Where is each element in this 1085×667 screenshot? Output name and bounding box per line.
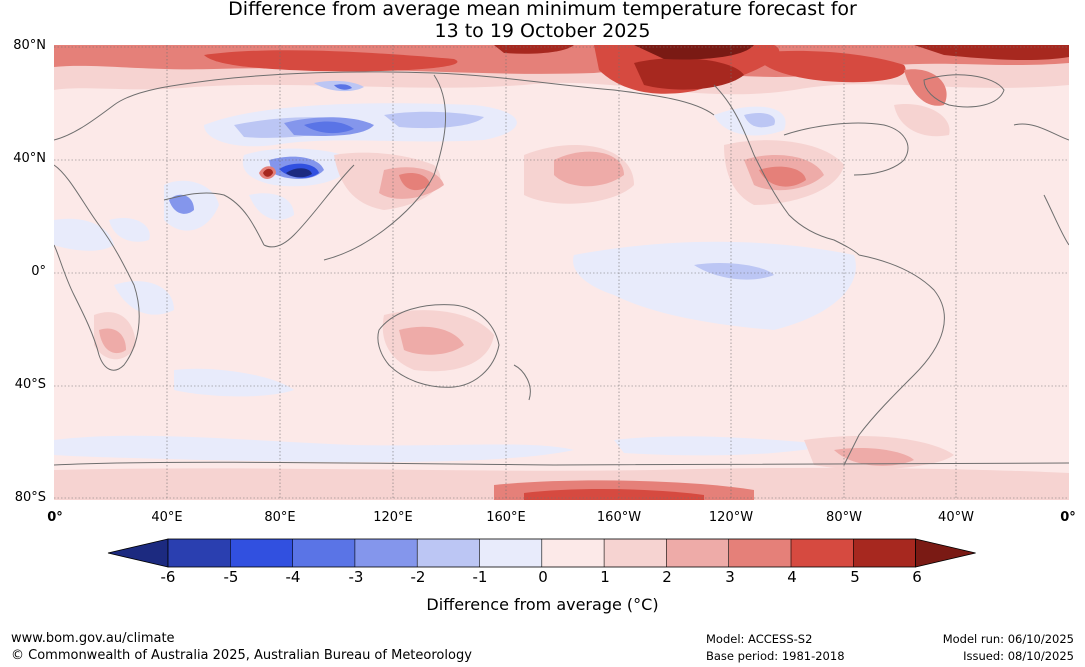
lat-label-40s: 40°S bbox=[14, 377, 46, 392]
colorbar-tick: 0 bbox=[538, 568, 548, 586]
colorbar-label: Difference from average (°C) bbox=[426, 595, 659, 614]
colorbar-tick: -2 bbox=[410, 568, 426, 586]
colorbar-tick: 3 bbox=[725, 568, 735, 586]
lat-label-equator: 0° bbox=[31, 264, 46, 279]
graticule bbox=[54, 45, 1069, 500]
lon-label-0-west: 0° bbox=[47, 510, 63, 525]
colorbar-tick: -5 bbox=[223, 568, 239, 586]
colorbar-cell bbox=[666, 539, 730, 567]
footer-model: Model: ACCESS-S2 bbox=[706, 632, 813, 646]
colorbar-cell bbox=[728, 539, 792, 567]
coastlines bbox=[54, 71, 1069, 466]
lat-label-80n: 80°N bbox=[13, 38, 46, 53]
colorbar-tick: 5 bbox=[850, 568, 860, 586]
lon-label-40e: 40°E bbox=[151, 510, 183, 525]
colorbar-tick: -1 bbox=[472, 568, 488, 586]
colorbar-cell bbox=[791, 539, 854, 567]
map-title-line-1: Difference from average mean minimum tem… bbox=[228, 0, 857, 20]
lon-label-160w: 160°W bbox=[596, 510, 642, 525]
colorbar bbox=[107, 538, 976, 568]
colorbar-cell bbox=[292, 539, 356, 567]
lon-label-160e: 160°E bbox=[486, 510, 526, 525]
colorbar-tick: 4 bbox=[787, 568, 797, 586]
footer-base-period: Base period: 1981-2018 bbox=[706, 649, 845, 663]
colorbar-cell bbox=[230, 539, 293, 567]
colorbar-tick: 1 bbox=[600, 568, 610, 586]
footer-url[interactable]: www.bom.gov.au/climate bbox=[11, 631, 175, 646]
colorbar-cell bbox=[354, 539, 418, 567]
lon-label-0-east: 0° bbox=[1060, 510, 1076, 525]
colorbar-tick: -6 bbox=[160, 568, 176, 586]
anomaly-shading bbox=[54, 45, 1069, 500]
lon-label-120w: 120°W bbox=[708, 510, 754, 525]
colorbar-tick: -3 bbox=[348, 568, 364, 586]
colorbar-cell bbox=[541, 539, 605, 567]
map-title-line-2: 13 to 19 October 2025 bbox=[434, 20, 651, 42]
lon-label-80w: 80°W bbox=[826, 510, 862, 525]
anomaly-map bbox=[54, 45, 1069, 500]
colorbar-cell bbox=[417, 539, 480, 567]
colorbar-cell bbox=[853, 539, 916, 567]
colorbar-extend-low bbox=[107, 538, 169, 568]
colorbar-cell bbox=[479, 539, 543, 567]
lon-label-80e: 80°E bbox=[264, 510, 296, 525]
footer-copyright: © Commonwealth of Australia 2025, Austra… bbox=[11, 648, 472, 663]
colorbar-tick: -4 bbox=[285, 568, 301, 586]
lat-label-40n: 40°N bbox=[13, 151, 46, 166]
footer-model-run: Model run: 06/10/2025 bbox=[942, 632, 1074, 646]
colorbar-tick: 6 bbox=[912, 568, 922, 586]
colorbar-extend-high bbox=[915, 538, 976, 568]
lon-label-120e: 120°E bbox=[373, 510, 413, 525]
colorbar-cell bbox=[168, 539, 231, 567]
footer-issued: Issued: 08/10/2025 bbox=[963, 649, 1074, 663]
colorbar-tick: 2 bbox=[662, 568, 672, 586]
lat-label-80s: 80°S bbox=[14, 490, 46, 505]
colorbar-cell bbox=[604, 539, 667, 567]
colorbar-cells bbox=[107, 538, 976, 568]
lon-label-40w: 40°W bbox=[938, 510, 974, 525]
